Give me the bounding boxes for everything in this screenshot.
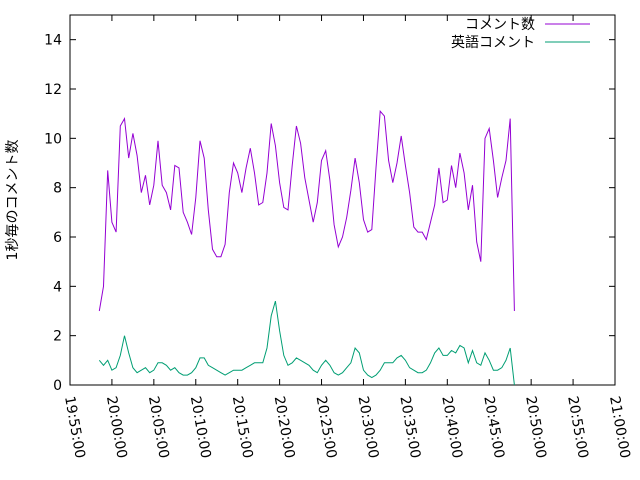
x-tick-label: 20:45:00 [480,395,507,460]
legend-label: コメント数 [465,17,535,33]
x-tick-label: 20:10:00 [187,395,214,460]
x-tick-label: 19:55:00 [61,395,88,460]
x-tick-label: 20:20:00 [271,395,298,460]
x-tick-label: 20:55:00 [564,395,591,460]
y-tick-label: 14 [44,33,62,49]
y-tick-label: 4 [53,279,62,295]
series-line-2 [98,300,515,386]
y-tick-label: 10 [44,131,62,147]
series-line-1 [98,109,515,312]
y-tick-label: 0 [53,378,62,394]
x-axis: 19:55:00 20:00:00 20:05:00 20:10:00 20:15:00… [61,15,633,460]
x-tick-label: 20:25:00 [313,395,340,460]
series-lines [98,109,515,386]
x-tick-label: 21:00:00 [606,395,633,460]
x-tick-label: 20:35:00 [396,395,423,460]
y-axis-label: 1秒毎のコメント数 [5,140,21,261]
x-tick-label: 20:30:00 [355,395,382,460]
x-tick-label: 20:15:00 [229,395,256,460]
y-tick-label: 6 [53,230,62,246]
y-tick-label: 8 [53,181,62,197]
x-tick-label: 20:00:00 [103,395,130,460]
y-axis: 0 2 4 6 8 10 12 14 [44,33,615,394]
plot-frame [69,14,616,386]
y-tick-label: 12 [44,82,62,98]
legend-label: 英語コメント [451,34,535,51]
x-tick-label: 20:50:00 [522,395,549,460]
y-tick-label: 2 [53,329,62,345]
x-tick-label: 20:40:00 [438,395,465,460]
x-tick-label: 20:05:00 [145,395,172,460]
